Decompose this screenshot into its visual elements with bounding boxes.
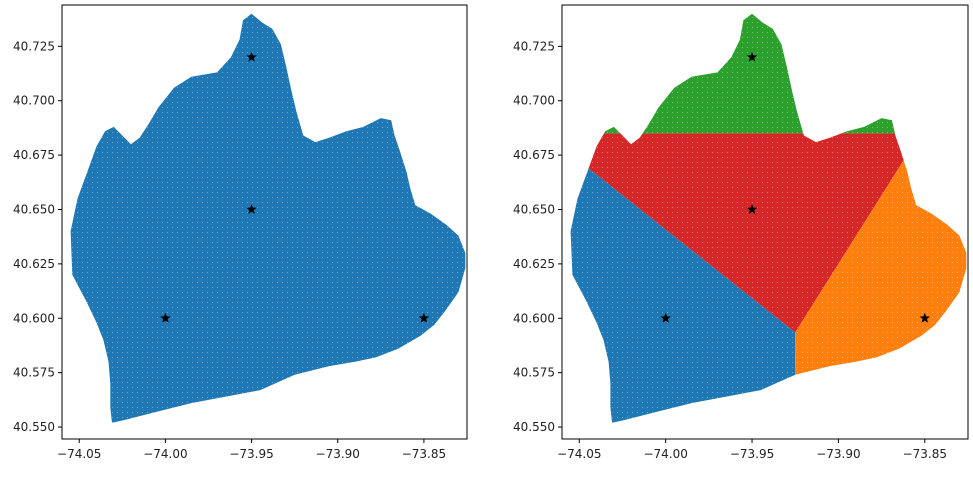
x-tick-label: −73.95: [229, 447, 273, 461]
y-tick-label: 40.650: [13, 202, 55, 216]
x-tick-label: −73.85: [402, 447, 446, 461]
center-star-marker: [418, 312, 430, 323]
axes-frame-right: [561, 4, 969, 440]
y-tick-label: 40.725: [513, 39, 555, 53]
y-tick-label: 40.650: [513, 202, 555, 216]
y-tick-label: 40.600: [513, 311, 555, 325]
center-star-marker: [660, 312, 671, 323]
y-tick-label: 40.575: [13, 366, 55, 380]
center-star-marker: [246, 51, 257, 62]
x-tick-label: −74.00: [143, 447, 187, 461]
y-tick-label: 40.675: [13, 148, 55, 162]
y-axis-left: 40.550 40.575 40.600 40.625 40.650 40.675 40.7…: [13, 39, 62, 434]
center-markers-left: [160, 51, 430, 323]
x-tick-label: −74.05: [557, 447, 601, 461]
x-tick-label: −73.95: [730, 447, 774, 461]
center-star-marker: [160, 312, 171, 323]
y-tick-label: 40.725: [13, 39, 55, 53]
axes-frame-left: [61, 4, 468, 440]
y-tick-label: 40.550: [513, 420, 555, 434]
scatter-panel-left: −74.05 −74.00 −73.95 −73.90 −73.85 40.55040.…: [13, 4, 468, 461]
x-tick-label: −74.00: [643, 447, 687, 461]
x-tick-label: −73.85: [903, 447, 947, 461]
x-tick-label: −73.90: [816, 447, 860, 461]
center-star-marker: [919, 312, 931, 323]
y-tick-label: 40.625: [13, 257, 55, 271]
y-tick-label: 40.700: [513, 94, 555, 108]
center-markers-right: [660, 51, 931, 323]
x-tick-label: −74.05: [57, 447, 101, 461]
y-tick-label: 40.600: [13, 311, 55, 325]
x-tick-label: −73.90: [316, 447, 360, 461]
y-tick-label: 40.675: [513, 148, 555, 162]
center-star-marker: [746, 203, 758, 214]
scatter-panel-right: −74.05 −74.00 −73.95 −73.90 −73.85 40.55040.…: [513, 4, 969, 461]
center-star-marker: [246, 203, 257, 214]
x-axis-left: −74.05 −74.00 −73.95 −73.90 −73.85: [57, 439, 446, 461]
y-tick-label: 40.700: [13, 94, 55, 108]
x-axis-right: −74.05 −74.00 −73.95 −73.90 −73.85: [557, 439, 947, 461]
y-axis-right: 40.550 40.575 40.600 40.625 40.650 40.675 40.7…: [513, 39, 562, 434]
y-tick-label: 40.625: [513, 257, 555, 271]
center-star-marker: [746, 51, 758, 62]
y-tick-label: 40.575: [513, 366, 555, 380]
y-tick-label: 40.550: [13, 420, 55, 434]
